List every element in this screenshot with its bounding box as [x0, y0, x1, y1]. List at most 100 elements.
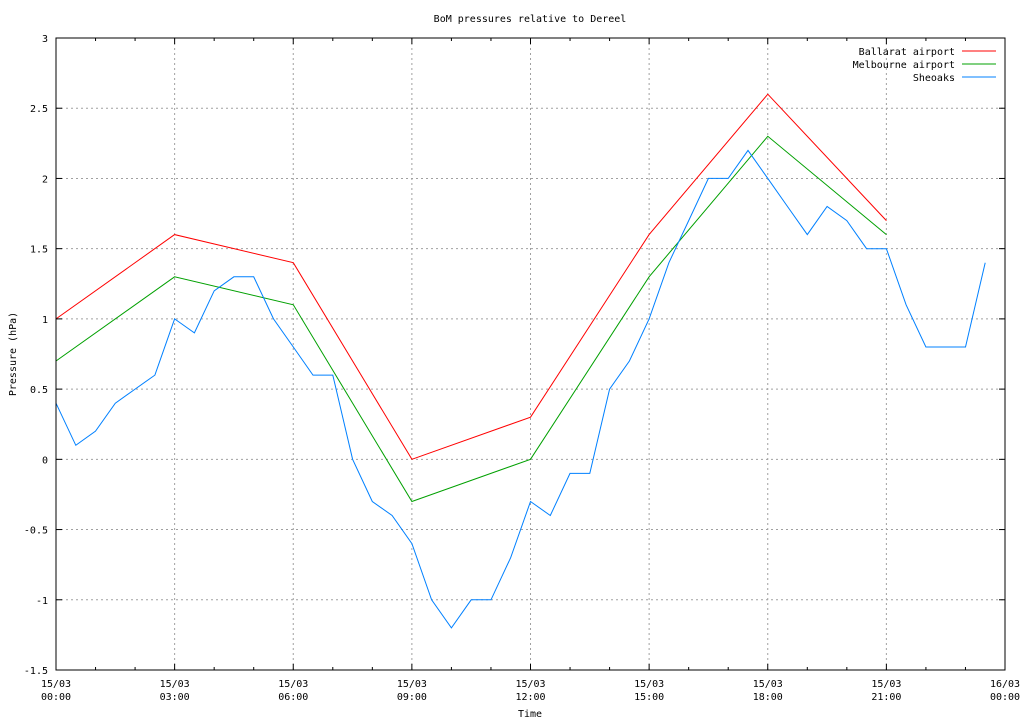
- legend: Ballarat airport Melbourne airport Sheoaks: [853, 47, 996, 84]
- data-point-melbourne-airport: [529, 458, 531, 460]
- data-point-sheoaks: [253, 276, 255, 278]
- data-point-sheoaks: [332, 374, 334, 376]
- y-tick-label: -0.5: [24, 526, 48, 537]
- series-lines: [55, 93, 986, 629]
- data-point-sheoaks: [549, 514, 551, 516]
- grid-lines: [56, 38, 1005, 670]
- data-point-sheoaks: [213, 290, 215, 292]
- data-point-sheoaks: [964, 346, 966, 348]
- x-tick-label-date: 15/03: [515, 679, 545, 690]
- x-tick-label-time: 18:00: [753, 692, 783, 703]
- data-point-sheoaks: [233, 276, 235, 278]
- y-tick-label: 1.5: [30, 245, 48, 256]
- x-axis-title: Time: [518, 709, 542, 720]
- data-point-sheoaks: [589, 472, 591, 474]
- data-point-ballarat-airport: [885, 219, 887, 221]
- data-point-sheoaks: [569, 472, 571, 474]
- legend-label: Sheoaks: [913, 73, 955, 84]
- data-point-melbourne-airport: [648, 276, 650, 278]
- x-tick-label-time: 21:00: [871, 692, 901, 703]
- data-point-sheoaks: [351, 458, 353, 460]
- data-point-sheoaks: [727, 177, 729, 179]
- x-tick-label-date: 15/03: [160, 679, 190, 690]
- data-point-sheoaks: [668, 262, 670, 264]
- x-tick-label-time: 00:00: [990, 692, 1020, 703]
- data-point-sheoaks: [846, 219, 848, 221]
- axis-ticks: [55, 37, 1006, 671]
- data-point-sheoaks: [984, 262, 986, 264]
- data-point-sheoaks: [450, 627, 452, 629]
- legend-label: Ballarat airport: [859, 47, 955, 58]
- y-tick-label: 1: [42, 315, 48, 326]
- x-tick-label-time: 12:00: [515, 692, 545, 703]
- data-point-sheoaks: [944, 346, 946, 348]
- y-tick-label: 0.5: [30, 385, 48, 396]
- data-point-ballarat-airport: [648, 233, 650, 235]
- data-point-sheoaks: [905, 304, 907, 306]
- data-point-sheoaks: [94, 430, 96, 432]
- y-tick-label: 2.5: [30, 104, 48, 115]
- x-tick-label-date: 15/03: [753, 679, 783, 690]
- data-point-sheoaks: [154, 374, 156, 376]
- series-line-sheoaks: [55, 149, 986, 629]
- y-tick-label: 3: [42, 34, 48, 45]
- data-point-sheoaks: [806, 233, 808, 235]
- x-tick-label-date: 15/03: [397, 679, 427, 690]
- x-tick-label-date: 16/03: [990, 679, 1020, 690]
- data-point-sheoaks: [411, 542, 413, 544]
- x-tick-label-time: 15:00: [634, 692, 664, 703]
- data-point-ballarat-airport: [529, 416, 531, 418]
- data-point-sheoaks: [391, 514, 393, 516]
- data-point-melbourne-airport: [885, 233, 887, 235]
- data-point-sheoaks: [371, 500, 373, 502]
- data-point-sheoaks: [648, 318, 650, 320]
- x-tick-label-date: 15/03: [278, 679, 308, 690]
- y-tick-label: 0: [42, 455, 48, 466]
- data-point-sheoaks: [272, 318, 274, 320]
- y-tick-label: -1: [36, 596, 48, 607]
- x-tick-label-date: 15/03: [634, 679, 664, 690]
- data-point-sheoaks: [767, 177, 769, 179]
- data-point-sheoaks: [608, 388, 610, 390]
- data-point-sheoaks: [312, 374, 314, 376]
- data-point-sheoaks: [510, 556, 512, 558]
- x-tick-label-date: 15/03: [871, 679, 901, 690]
- x-tick-label-time: 06:00: [278, 692, 308, 703]
- data-point-sheoaks: [470, 599, 472, 601]
- chart-title: BoM pressures relative to Dereel: [434, 14, 627, 25]
- data-point-ballarat-airport: [767, 93, 769, 95]
- data-point-sheoaks: [628, 360, 630, 362]
- y-tick-label: -1.5: [24, 666, 48, 677]
- x-tick-label-time: 03:00: [160, 692, 190, 703]
- data-point-sheoaks: [786, 205, 788, 207]
- data-point-sheoaks: [134, 388, 136, 390]
- data-point-sheoaks: [75, 444, 77, 446]
- y-tick-label: 2: [42, 174, 48, 185]
- data-point-ballarat-airport: [411, 458, 413, 460]
- data-point-sheoaks: [114, 402, 116, 404]
- data-point-sheoaks: [193, 332, 195, 334]
- y-axis-title: Pressure (hPa): [8, 312, 19, 396]
- data-point-sheoaks: [292, 346, 294, 348]
- data-point-melbourne-airport: [411, 500, 413, 502]
- data-point-melbourne-airport: [173, 276, 175, 278]
- data-point-sheoaks: [430, 599, 432, 601]
- series-line-melbourne-airport: [55, 135, 887, 503]
- data-point-ballarat-airport: [173, 233, 175, 235]
- data-point-sheoaks: [173, 318, 175, 320]
- data-point-sheoaks: [687, 219, 689, 221]
- data-point-sheoaks: [490, 599, 492, 601]
- data-point-sheoaks: [885, 247, 887, 249]
- series-line-ballarat-airport: [55, 93, 887, 460]
- data-point-sheoaks: [826, 205, 828, 207]
- data-point-sheoaks: [925, 346, 927, 348]
- legend-label: Melbourne airport: [853, 60, 955, 71]
- x-tick-label-date: 15/03: [41, 679, 71, 690]
- data-point-sheoaks: [529, 500, 531, 502]
- data-point-sheoaks: [865, 247, 867, 249]
- x-tick-label-time: 00:00: [41, 692, 71, 703]
- data-point-melbourne-airport: [767, 135, 769, 137]
- data-point-ballarat-airport: [292, 262, 294, 264]
